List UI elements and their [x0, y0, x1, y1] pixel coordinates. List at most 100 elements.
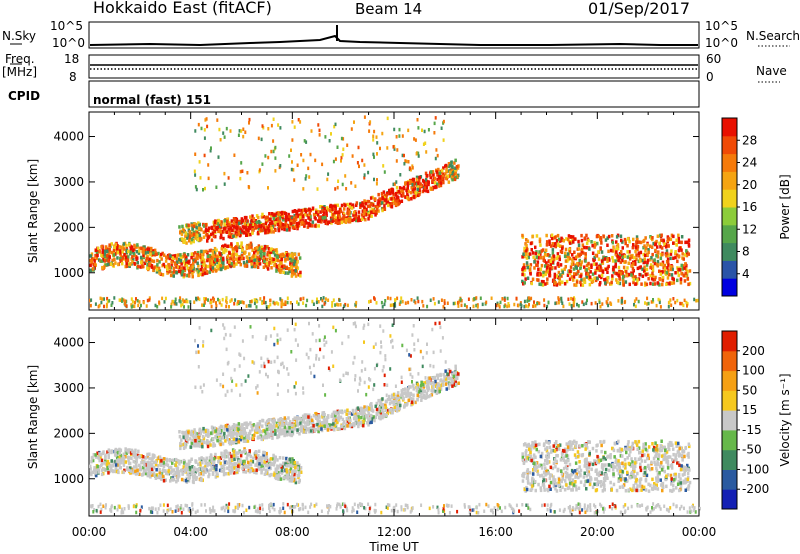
echo-cell — [264, 216, 268, 220]
echo-cell — [218, 127, 221, 132]
echo-cell — [331, 212, 335, 217]
echo-cell — [187, 476, 190, 480]
echo-cell — [113, 296, 116, 300]
echo-cell — [134, 448, 137, 453]
echo-cell — [421, 299, 424, 304]
echo-cell — [290, 252, 294, 256]
echo-cell — [125, 304, 128, 308]
echo-cell — [576, 261, 579, 266]
echo-cell — [537, 267, 540, 271]
echo-cell — [554, 301, 557, 306]
echo-cell — [263, 245, 267, 249]
echo-cell — [361, 204, 365, 208]
echo-cell — [311, 206, 315, 210]
echo-cell — [215, 301, 217, 305]
echo-cell — [128, 456, 131, 460]
echo-cell — [379, 146, 381, 151]
echo-cell — [684, 240, 687, 245]
echo-cell — [346, 211, 349, 215]
echo-cell — [108, 255, 111, 259]
echo-cell — [98, 458, 101, 463]
echo-cell — [152, 465, 156, 470]
echo-cell — [268, 473, 272, 478]
echo-cell — [570, 262, 574, 266]
echo-cell — [238, 245, 241, 249]
echo-cell — [148, 296, 151, 300]
echo-cell — [172, 274, 175, 278]
echo-cell — [230, 242, 233, 246]
echo-cell — [377, 192, 380, 197]
echo-cell — [292, 459, 295, 463]
echo-cell — [593, 255, 596, 260]
echo-cell — [444, 172, 447, 176]
echo-cell — [269, 302, 272, 307]
echo-cell — [607, 264, 610, 269]
echo-cell — [658, 298, 661, 303]
echo-cell — [433, 301, 436, 306]
echo-cell — [237, 464, 240, 468]
echo-cell — [631, 267, 635, 271]
echo-cell — [294, 478, 297, 482]
echo-cell — [355, 203, 358, 207]
echo-cell — [646, 302, 649, 306]
echo-cell — [277, 228, 281, 233]
echo-cell — [182, 274, 185, 279]
echo-cell — [219, 254, 223, 258]
echo-cell — [122, 463, 126, 467]
echo-cell — [257, 247, 260, 252]
echo-cell — [92, 453, 96, 457]
echo-cell — [544, 282, 547, 286]
echo-cell — [590, 263, 593, 267]
echo-cell — [654, 275, 657, 280]
echo-cell — [525, 261, 529, 265]
echo-cell — [257, 244, 261, 248]
echo-cell — [302, 158, 305, 163]
echo-cell — [285, 421, 288, 425]
echo-cell — [232, 466, 236, 470]
echo-cell — [222, 227, 226, 231]
echo-cell — [253, 298, 256, 302]
echo-cell — [110, 303, 113, 307]
echo-cell — [390, 205, 394, 209]
echo-cell — [628, 282, 631, 287]
echo-cell — [272, 117, 275, 121]
echo-cell — [225, 296, 228, 300]
echo-cell — [238, 233, 242, 238]
echo-cell — [249, 256, 252, 261]
echo-cell — [101, 297, 104, 301]
echo-cell — [373, 177, 375, 182]
echo-cell — [148, 466, 152, 470]
echo-cell — [693, 297, 696, 302]
echo-cell — [593, 257, 596, 262]
echo-cell — [432, 297, 435, 301]
echo-cell — [98, 258, 101, 262]
echo-cell — [651, 274, 655, 278]
echo-cell — [680, 248, 683, 252]
echo-cell — [227, 452, 230, 456]
echo-cell — [202, 472, 205, 477]
echo-cell — [154, 462, 158, 467]
echo-cell — [687, 242, 691, 246]
echo-cell — [106, 466, 109, 471]
echo-cell — [223, 171, 226, 176]
echo-cell — [220, 440, 223, 445]
echo-cell — [404, 301, 407, 305]
echo-cell — [215, 264, 219, 269]
echo-cell — [238, 129, 241, 133]
echo-cell — [644, 253, 647, 257]
echo-cell — [248, 304, 251, 308]
echo-cell — [164, 296, 167, 301]
echo-cell — [279, 224, 282, 228]
echo-cell — [251, 434, 255, 438]
echo-cell — [401, 299, 404, 304]
echo-cell — [263, 247, 266, 251]
echo-cell — [198, 226, 201, 231]
echo-cell — [649, 244, 652, 248]
echo-cell — [143, 261, 146, 265]
echo-cell — [615, 235, 619, 239]
echo-cell — [273, 459, 276, 464]
echo-cell — [129, 247, 133, 251]
echo-cell — [177, 269, 181, 273]
